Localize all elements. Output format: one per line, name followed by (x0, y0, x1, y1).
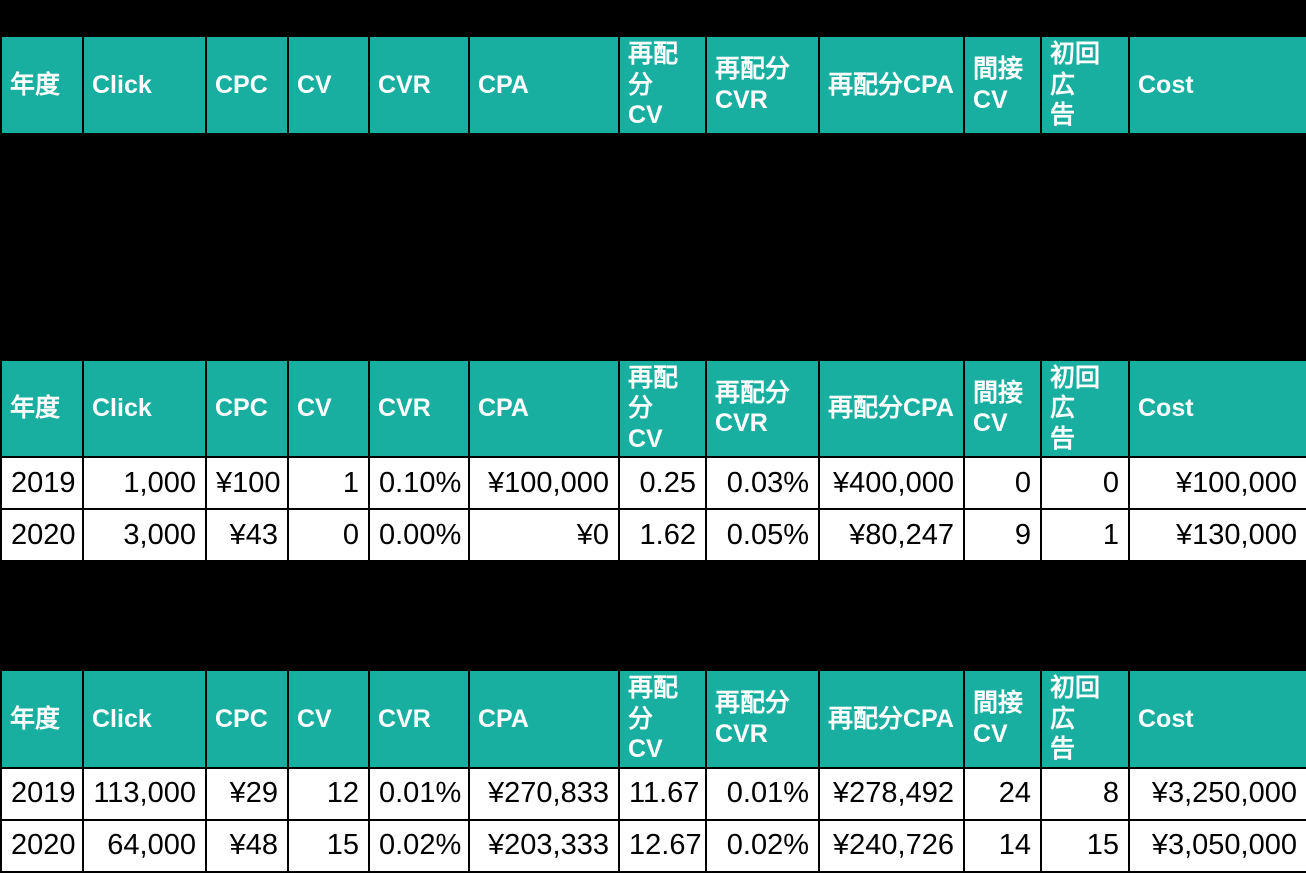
col-header-first-ad[interactable]: 初回広 告 (1040, 669, 1130, 769)
cell-redist-cpa[interactable]: ¥400,000 (818, 456, 965, 510)
col-header-indirect-cv[interactable]: 間接 CV (963, 669, 1042, 769)
col-header-year[interactable]: 年度 (0, 358, 84, 458)
table-row: 2019 113,000 ¥29 12 0.01% ¥270,833 11.67… (0, 766, 1306, 821)
cell-cpc[interactable]: ¥43 (205, 508, 289, 562)
cell-year[interactable]: 2020 (0, 818, 84, 873)
table-row: 2020 3,000 ¥43 0 0.00% ¥0 1.62 0.05% ¥80… (0, 508, 1306, 562)
table-row: 2019 1,000 ¥100 1 0.10% ¥100,000 0.25 0.… (0, 456, 1306, 510)
cell-redist-cv[interactable]: 0.25 (618, 456, 707, 510)
cell-cvr[interactable]: 0.01% (368, 766, 470, 821)
col-header-redist-cv[interactable]: 再配分 CV (618, 35, 707, 135)
cell-indirect-cv[interactable]: 9 (963, 508, 1042, 562)
col-header-cost[interactable]: Cost (1128, 669, 1306, 769)
cell-year[interactable]: 2020 (0, 508, 84, 562)
cell-redist-cvr[interactable]: 0.03% (705, 456, 820, 510)
cell-first-ad[interactable]: 15 (1040, 818, 1130, 873)
cell-cost[interactable]: ¥3,050,000 (1128, 818, 1306, 873)
cell-cpa[interactable]: ¥100,000 (468, 456, 620, 510)
cell-cvr[interactable]: 0.10% (368, 456, 470, 510)
col-header-click[interactable]: Click (82, 358, 207, 458)
col-header-cpa[interactable]: CPA (468, 669, 620, 769)
col-header-cv[interactable]: CV (287, 669, 370, 769)
col-header-first-ad[interactable]: 初回広 告 (1040, 35, 1130, 135)
col-header-click[interactable]: Click (82, 35, 207, 135)
cell-click[interactable]: 113,000 (82, 766, 207, 821)
cell-first-ad[interactable]: 8 (1040, 766, 1130, 821)
cell-cpc[interactable]: ¥48 (205, 818, 289, 873)
col-header-click[interactable]: Click (82, 669, 207, 769)
header-row: 年度 Click CPC CV CVR CPA 再配分 CV 再配分 CVR 再… (0, 358, 1306, 458)
cell-cv[interactable]: 15 (287, 818, 370, 873)
cell-cpa[interactable]: ¥203,333 (468, 818, 620, 873)
col-header-cv[interactable]: CV (287, 358, 370, 458)
table-bottom: 年度 Click CPC CV CVR CPA 再配分 CV 再配分 CVR 再… (0, 669, 1306, 873)
cell-indirect-cv[interactable]: 0 (963, 456, 1042, 510)
cell-click[interactable]: 1,000 (82, 456, 207, 510)
cell-cv[interactable]: 12 (287, 766, 370, 821)
col-header-cpc[interactable]: CPC (205, 358, 289, 458)
col-header-first-ad[interactable]: 初回広 告 (1040, 358, 1130, 458)
table-top: 年度 Click CPC CV CVR CPA 再配分 CV 再配分 CVR 再… (0, 35, 1306, 135)
cell-indirect-cv[interactable]: 24 (963, 766, 1042, 821)
col-header-cpc[interactable]: CPC (205, 35, 289, 135)
cell-cpa[interactable]: ¥0 (468, 508, 620, 562)
cell-redist-cpa[interactable]: ¥240,726 (818, 818, 965, 873)
cell-cvr[interactable]: 0.00% (368, 508, 470, 562)
cell-cpa[interactable]: ¥270,833 (468, 766, 620, 821)
cell-cost[interactable]: ¥100,000 (1128, 456, 1306, 510)
col-header-redist-cvr[interactable]: 再配分 CVR (705, 358, 820, 458)
table-row: 2020 64,000 ¥48 15 0.02% ¥203,333 12.67 … (0, 818, 1306, 873)
col-header-cpa[interactable]: CPA (468, 358, 620, 458)
cell-cpc[interactable]: ¥29 (205, 766, 289, 821)
col-header-redist-cpa[interactable]: 再配分CPA (818, 35, 965, 135)
col-header-year[interactable]: 年度 (0, 669, 84, 769)
cell-year[interactable]: 2019 (0, 766, 84, 821)
cell-redist-cpa[interactable]: ¥278,492 (818, 766, 965, 821)
col-header-redist-cpa[interactable]: 再配分CPA (818, 358, 965, 458)
col-header-redist-cpa[interactable]: 再配分CPA (818, 669, 965, 769)
cell-redist-cv[interactable]: 12.67 (618, 818, 707, 873)
col-header-cpc[interactable]: CPC (205, 669, 289, 769)
spreadsheet-canvas: { "colors": { "header_bg": "#18AEA0", "h… (0, 35, 1306, 873)
cell-first-ad[interactable]: 0 (1040, 456, 1130, 510)
header-row: 年度 Click CPC CV CVR CPA 再配分 CV 再配分 CVR 再… (0, 35, 1306, 135)
cell-year[interactable]: 2019 (0, 456, 84, 510)
cell-click[interactable]: 3,000 (82, 508, 207, 562)
cell-cpc[interactable]: ¥100 (205, 456, 289, 510)
cell-click[interactable]: 64,000 (82, 818, 207, 873)
col-header-cost[interactable]: Cost (1128, 358, 1306, 458)
col-header-redist-cvr[interactable]: 再配分 CVR (705, 35, 820, 135)
cell-redist-cv[interactable]: 1.62 (618, 508, 707, 562)
col-header-indirect-cv[interactable]: 間接 CV (963, 358, 1042, 458)
col-header-cvr[interactable]: CVR (368, 358, 470, 458)
cell-redist-cpa[interactable]: ¥80,247 (818, 508, 965, 562)
cell-cv[interactable]: 0 (287, 508, 370, 562)
cell-redist-cvr[interactable]: 0.02% (705, 818, 820, 873)
cell-cv[interactable]: 1 (287, 456, 370, 510)
col-header-indirect-cv[interactable]: 間接 CV (963, 35, 1042, 135)
col-header-cv[interactable]: CV (287, 35, 370, 135)
cell-redist-cvr[interactable]: 0.01% (705, 766, 820, 821)
cell-cost[interactable]: ¥130,000 (1128, 508, 1306, 562)
cell-redist-cvr[interactable]: 0.05% (705, 508, 820, 562)
col-header-cpa[interactable]: CPA (468, 35, 620, 135)
col-header-redist-cvr[interactable]: 再配分 CVR (705, 669, 820, 769)
cell-cost[interactable]: ¥3,250,000 (1128, 766, 1306, 821)
col-header-cvr[interactable]: CVR (368, 669, 470, 769)
table-middle: 年度 Click CPC CV CVR CPA 再配分 CV 再配分 CVR 再… (0, 358, 1306, 562)
cell-first-ad[interactable]: 1 (1040, 508, 1130, 562)
header-row: 年度 Click CPC CV CVR CPA 再配分 CV 再配分 CVR 再… (0, 669, 1306, 769)
cell-indirect-cv[interactable]: 14 (963, 818, 1042, 873)
col-header-year[interactable]: 年度 (0, 35, 84, 135)
col-header-cvr[interactable]: CVR (368, 35, 470, 135)
cell-redist-cv[interactable]: 11.67 (618, 766, 707, 821)
col-header-redist-cv[interactable]: 再配分 CV (618, 669, 707, 769)
col-header-redist-cv[interactable]: 再配分 CV (618, 358, 707, 458)
cell-cvr[interactable]: 0.02% (368, 818, 470, 873)
col-header-cost[interactable]: Cost (1128, 35, 1306, 135)
